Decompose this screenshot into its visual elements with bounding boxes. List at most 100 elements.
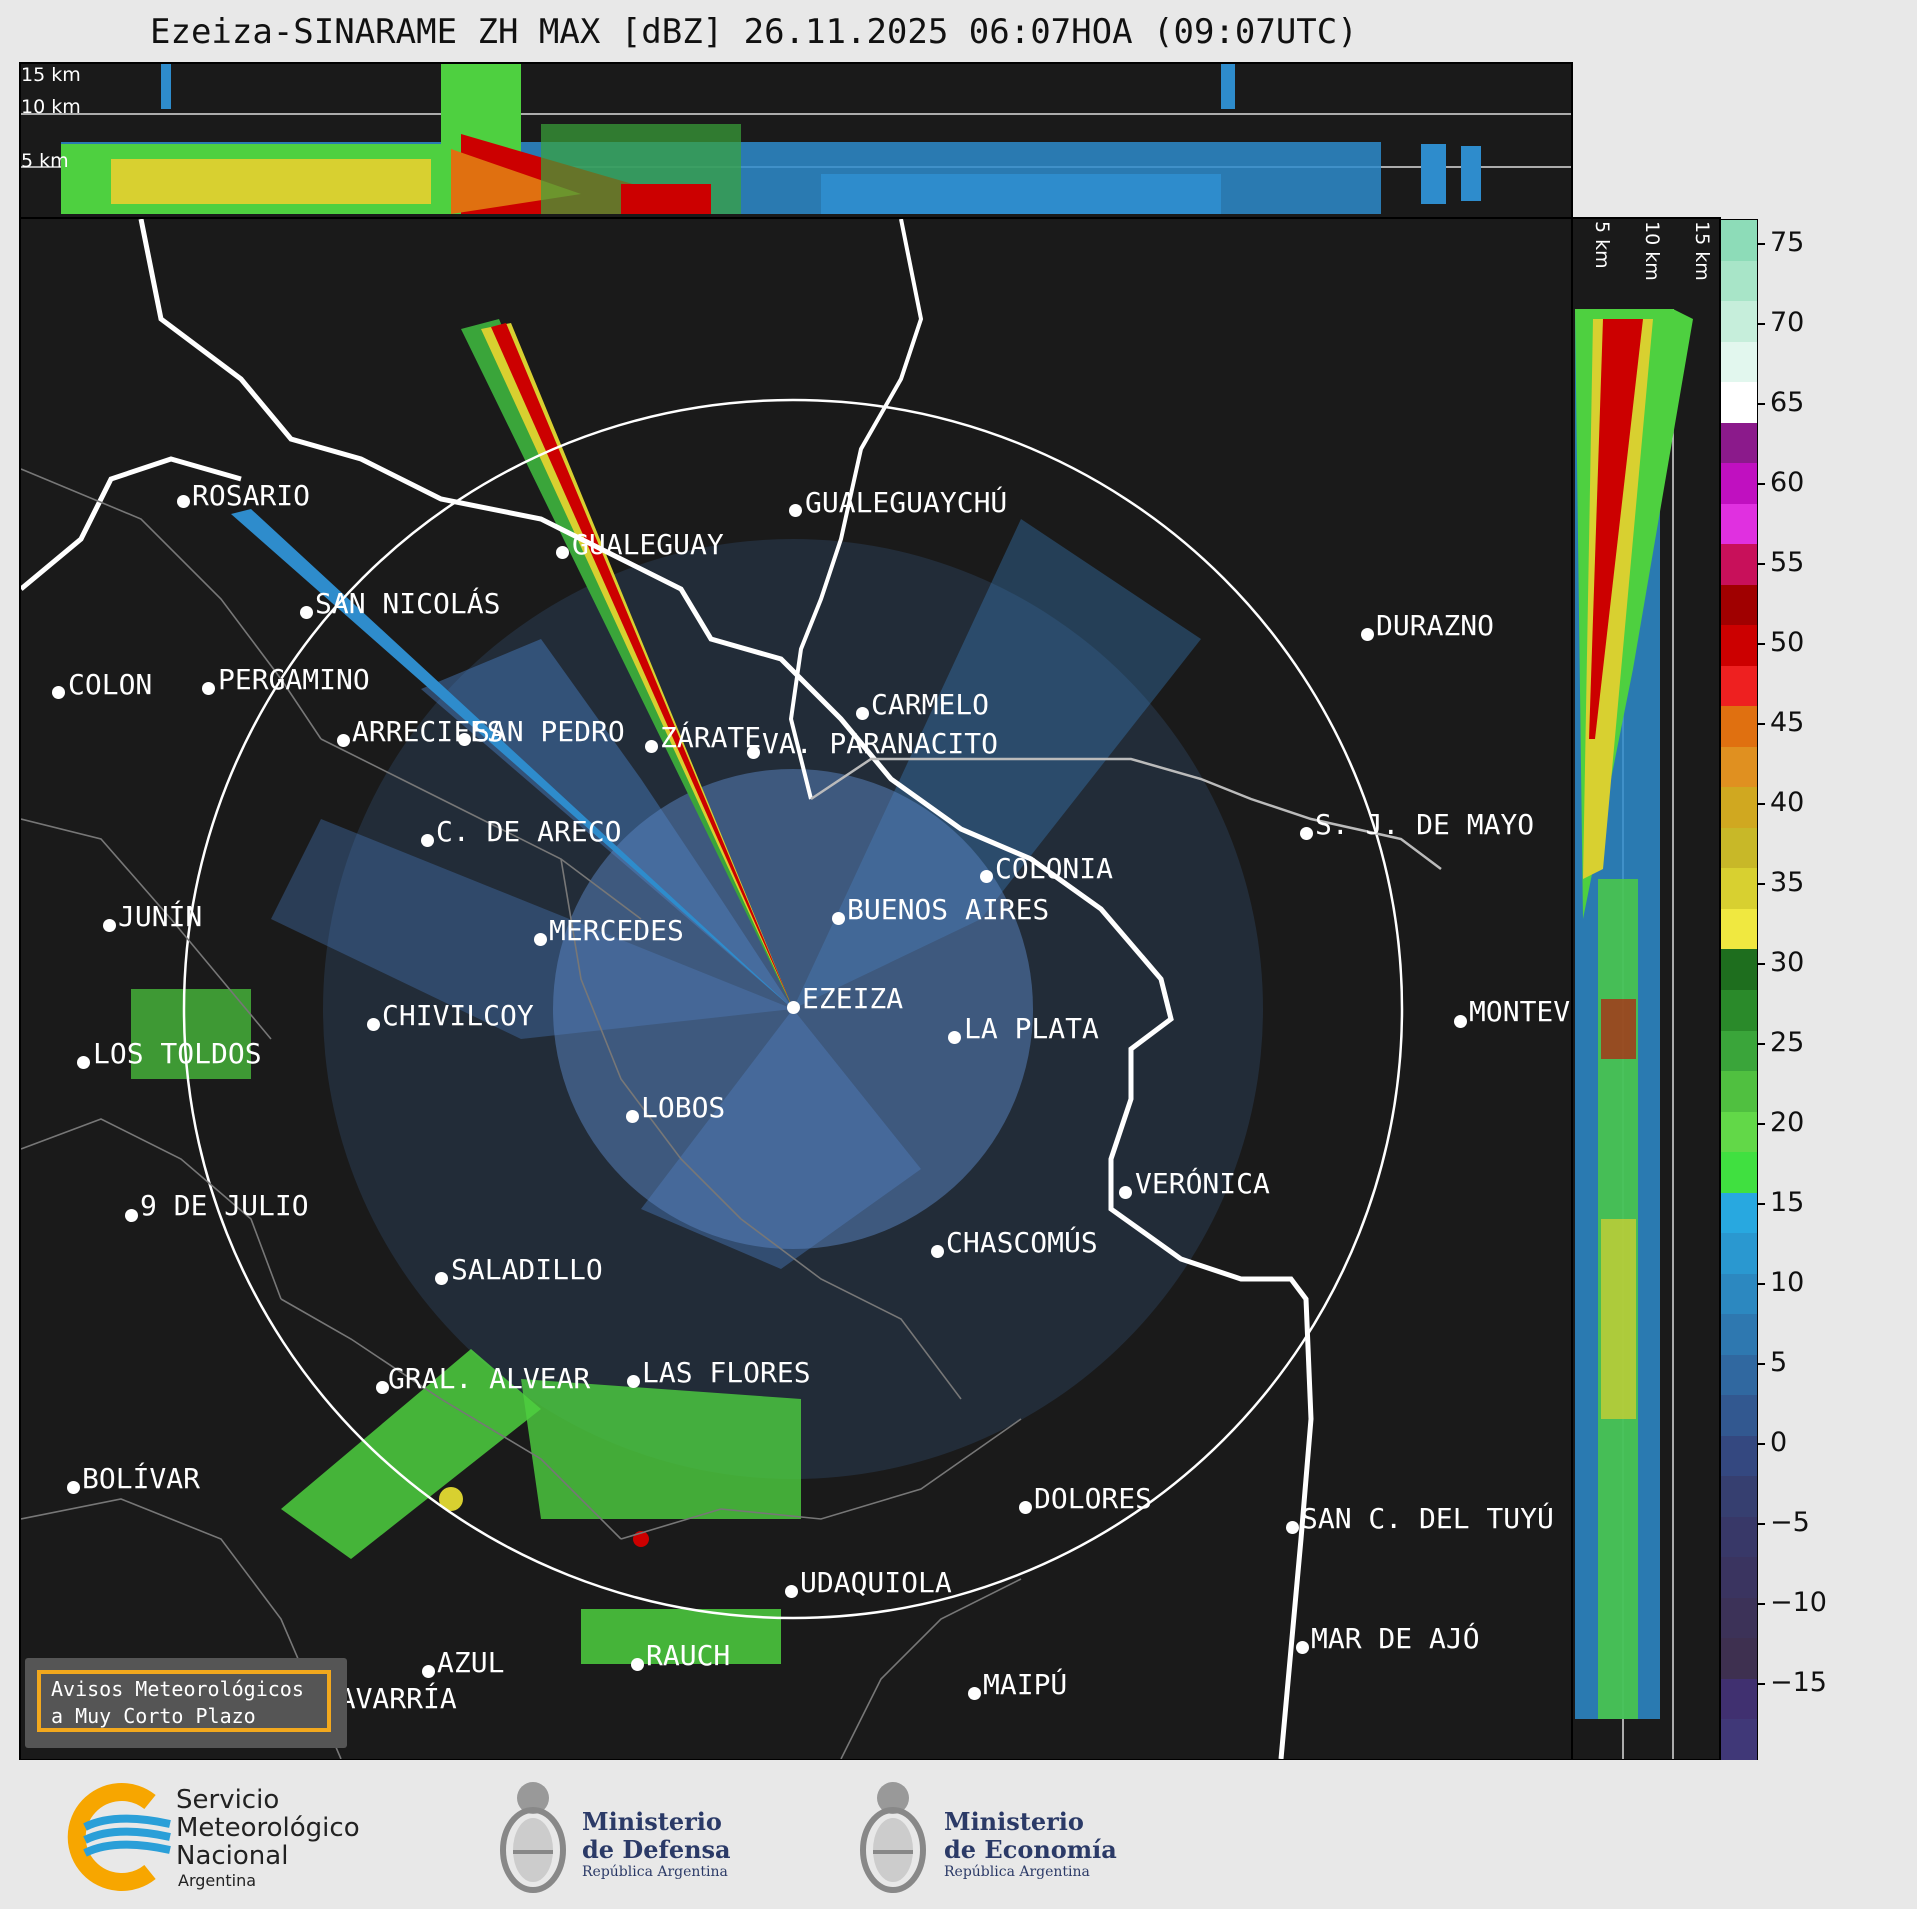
colorbar-label: 65 — [1770, 387, 1805, 418]
colorbar-label: 75 — [1770, 227, 1805, 258]
city-label: UDAQUIOLA — [800, 1566, 952, 1599]
defensa-line2: de Defensa — [582, 1835, 731, 1864]
colorbar-segment — [1721, 1071, 1757, 1113]
colorbar-tick — [1757, 1443, 1765, 1445]
city-label: VA. PARANACITO — [762, 727, 999, 760]
colorbar-segment — [1721, 1638, 1757, 1680]
city-marker — [421, 834, 434, 847]
city-label: JUNÍN — [118, 900, 203, 933]
city-marker — [458, 733, 471, 746]
city-marker — [67, 1481, 80, 1494]
colorbar-tick — [1757, 723, 1765, 725]
city-marker — [1119, 1186, 1132, 1199]
side-cross-section: 5 km 10 km 15 km — [1571, 217, 1721, 1761]
avisos-frame: Avisos Meteorológicos a Muy Corto Plazo — [37, 1670, 331, 1732]
top-cross-section: 15 km 10 km 5 km — [19, 62, 1573, 219]
city-label: S. J. DE MAYO — [1315, 808, 1535, 841]
colorbar-segment — [1721, 1719, 1757, 1761]
economia-line1: Ministerio — [944, 1807, 1084, 1836]
smn-name-line2: Meteorológico — [176, 1813, 360, 1843]
colorbar-segment — [1721, 1678, 1757, 1720]
colorbar-segment — [1721, 1030, 1757, 1072]
colorbar-segment — [1721, 1273, 1757, 1315]
colorbar-segment — [1721, 625, 1757, 667]
colorbar-segment — [1721, 1152, 1757, 1194]
colorbar-tick — [1757, 803, 1765, 805]
city-marker — [787, 1001, 800, 1014]
colorbar-tick — [1757, 1203, 1765, 1205]
colorbar-label: 45 — [1770, 707, 1805, 738]
avisos-line2: a Muy Corto Plazo — [51, 1704, 256, 1728]
city-marker — [631, 1658, 644, 1671]
colorbar-tick — [1757, 643, 1765, 645]
colorbar-tick — [1757, 1123, 1765, 1125]
top-cross-section-graphic — [21, 64, 1571, 214]
city-label: MONTEV — [1469, 995, 1571, 1028]
colorbar-tick — [1757, 963, 1765, 965]
colorbar-segment — [1721, 1516, 1757, 1558]
city-marker — [1361, 628, 1374, 641]
top-altitude-label: 5 km — [21, 150, 69, 172]
city-marker — [1454, 1015, 1467, 1028]
colorbar-segment — [1721, 1233, 1757, 1275]
smn-logo-icon — [67, 1783, 171, 1891]
city-label: GUALEGUAY — [572, 528, 724, 561]
city-label: BUENOS AIRES — [847, 893, 1050, 926]
avisos-button[interactable]: Avisos Meteorológicos a Muy Corto Plazo — [25, 1658, 347, 1748]
colorbar-label: 10 — [1770, 1267, 1805, 1298]
city-marker — [556, 546, 569, 559]
city-marker — [376, 1381, 389, 1394]
economia-line2: de Economía — [944, 1835, 1117, 1864]
colorbar-segment — [1721, 220, 1757, 261]
colorbar-segment — [1721, 1476, 1757, 1518]
colorbar-segment — [1721, 503, 1757, 545]
city-marker — [968, 1687, 981, 1700]
colorbar-segment — [1721, 1395, 1757, 1437]
city-marker — [856, 707, 869, 720]
colorbar-segment — [1721, 260, 1757, 302]
colorbar-tick — [1757, 1683, 1765, 1685]
city-label: MERCEDES — [549, 914, 684, 947]
argentina-shield-icon — [860, 1782, 926, 1893]
dbz-colorbar — [1720, 219, 1758, 1761]
colorbar-segment — [1721, 908, 1757, 950]
defensa-sub: República Argentina — [582, 1864, 728, 1880]
top-altitude-label: 15 km — [21, 64, 81, 86]
city-label: SAN C. DEL TUYÚ — [1301, 1502, 1554, 1535]
defensa-line1: Ministerio — [582, 1807, 722, 1836]
colorbar-tick — [1757, 1603, 1765, 1605]
city-label: PERGAMINO — [218, 663, 370, 696]
city-marker — [300, 606, 313, 619]
colorbar-segment — [1721, 422, 1757, 464]
city-label: SALADILLO — [451, 1253, 603, 1286]
city-marker — [52, 686, 65, 699]
colorbar-segment — [1721, 382, 1757, 424]
colorbar-label: 60 — [1770, 467, 1805, 498]
city-label: ROSARIO — [192, 479, 311, 512]
smn-name-line3: Nacional — [176, 1841, 289, 1871]
radar-map: ROSARIO SAN NICOLÁS GUALEGUAY GUALEGUAYC… — [19, 217, 1573, 1761]
city-marker — [789, 504, 802, 517]
city-label: EZEIZA — [802, 982, 904, 1015]
colorbar-label: 25 — [1770, 1027, 1805, 1058]
colorbar-segment — [1721, 1111, 1757, 1153]
argentina-shield-icon — [500, 1782, 566, 1893]
city-label: AZUL — [437, 1646, 505, 1679]
city-marker — [202, 682, 215, 695]
city-marker — [980, 870, 993, 883]
city-label: LOS TOLDOS — [93, 1037, 262, 1070]
colorbar-segment — [1721, 949, 1757, 991]
city-marker — [832, 912, 845, 925]
city-label: COLONIA — [995, 852, 1114, 885]
colorbar-segment — [1721, 990, 1757, 1031]
colorbar-segment — [1721, 584, 1757, 626]
colorbar-label: 50 — [1770, 627, 1805, 658]
city-marker — [627, 1375, 640, 1388]
colorbar-label: 30 — [1770, 947, 1805, 978]
city-label: SAN NICOLÁS — [315, 587, 501, 620]
city-label: LAS FLORES — [642, 1356, 811, 1389]
city-label: SAN PEDRO — [473, 715, 625, 748]
side-altitude-label: 15 km — [1691, 221, 1713, 281]
city-marker — [435, 1272, 448, 1285]
colorbar-label: −5 — [1770, 1507, 1810, 1538]
